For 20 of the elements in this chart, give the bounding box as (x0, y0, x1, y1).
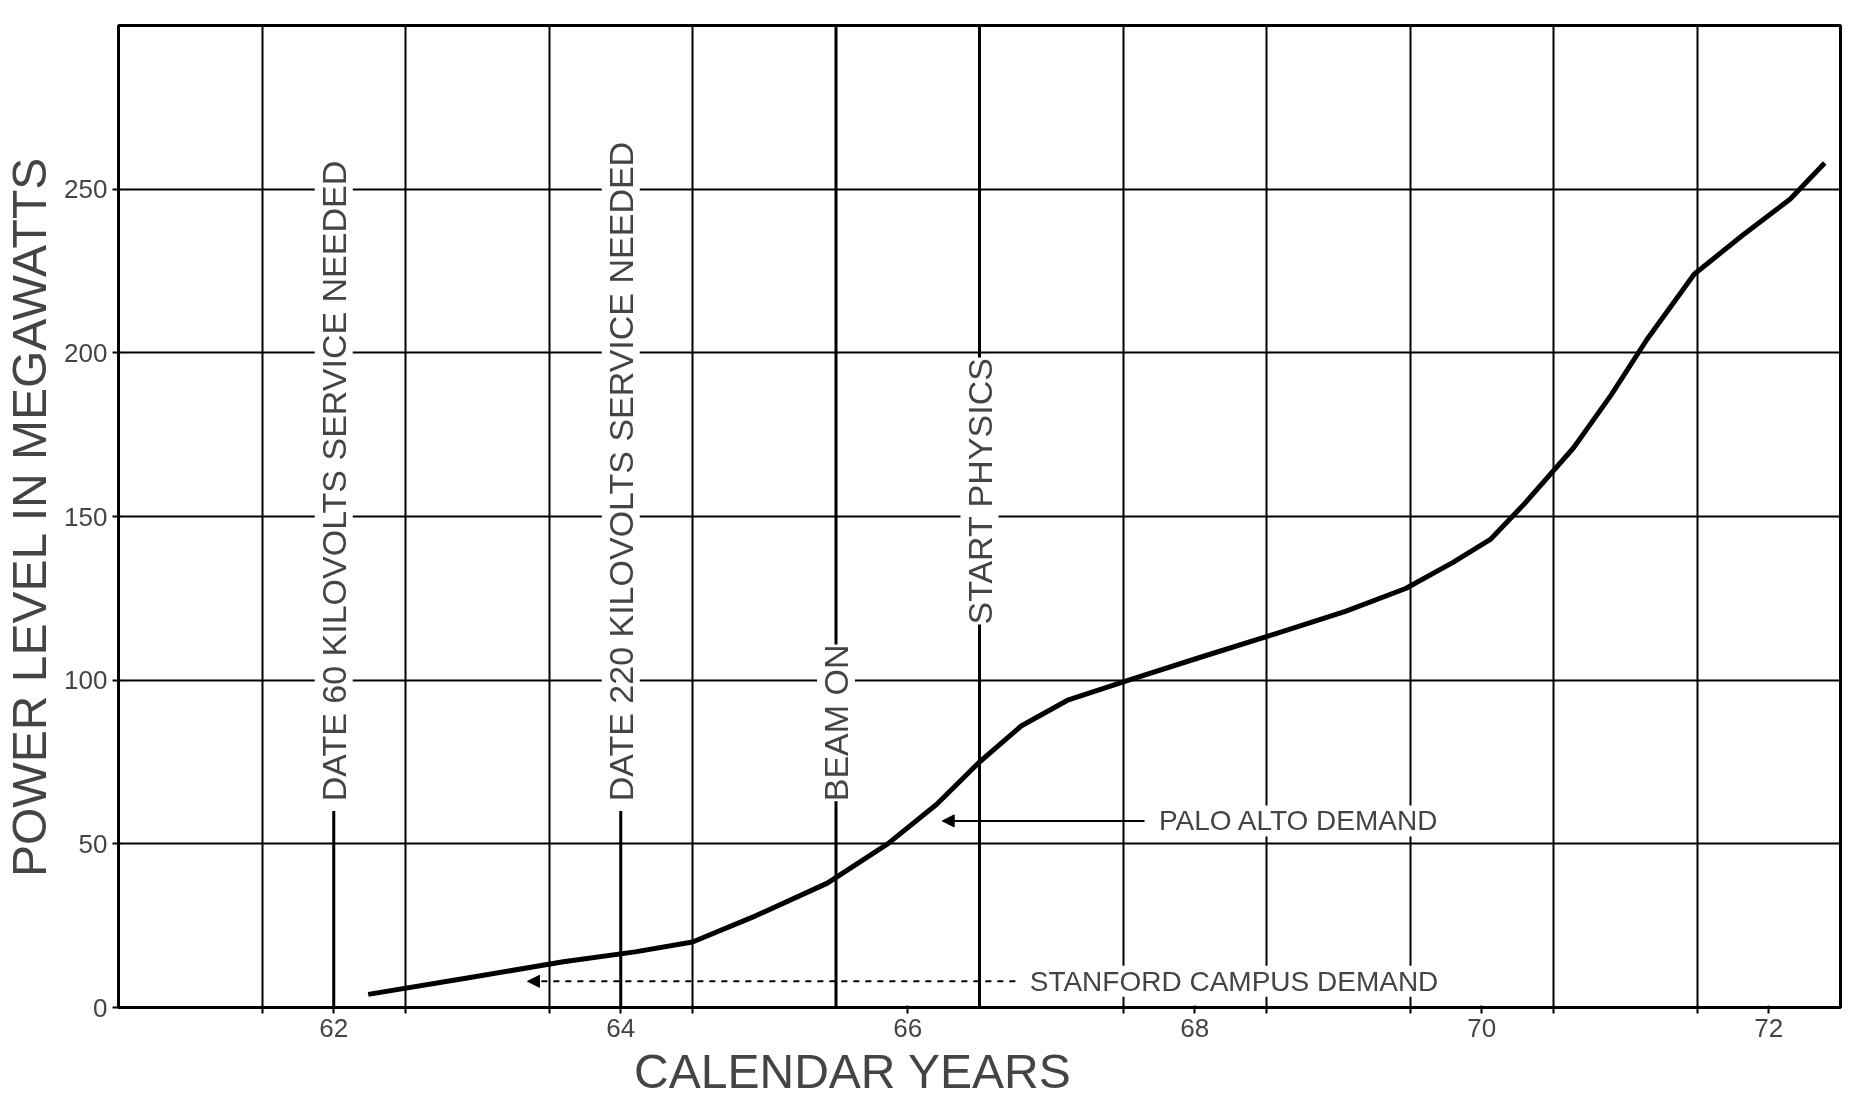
y-tick-label: 200 (64, 337, 108, 368)
y-tick-label: 0 (93, 992, 108, 1023)
ref-line-label: START PHYSICS (960, 358, 999, 625)
x-tick-label: 70 (1467, 1012, 1497, 1043)
ref-line-label: BEAM ON (817, 644, 855, 802)
annotation: PALO ALTO DEMAND (1158, 805, 1438, 837)
y-axis-title: POWER LEVEL IN MEGAWATTS (3, 157, 57, 877)
y-tick-label: 150 (64, 501, 108, 532)
annotation: STANFORD CAMPUS DEMAND (1029, 965, 1439, 997)
ref-line-label: DATE 60 KILOVOLTS SERVICE NEEDED (314, 160, 353, 802)
y-tick-label: 50 (78, 828, 108, 859)
ref-line-label: DATE 220 KILOVOLTS SERVICE NEEDED (601, 141, 640, 802)
y-tick-label: 250 (64, 174, 108, 205)
x-tick-label: 62 (319, 1012, 349, 1043)
x-tick-label: 64 (606, 1012, 636, 1043)
x-tick-label: 72 (1754, 1012, 1784, 1043)
x-tick-label: 68 (1180, 1012, 1210, 1043)
y-tick-label: 100 (64, 665, 108, 696)
x-tick-label: 66 (893, 1012, 923, 1043)
x-axis-title: CALENDAR YEARS (634, 1044, 1071, 1098)
